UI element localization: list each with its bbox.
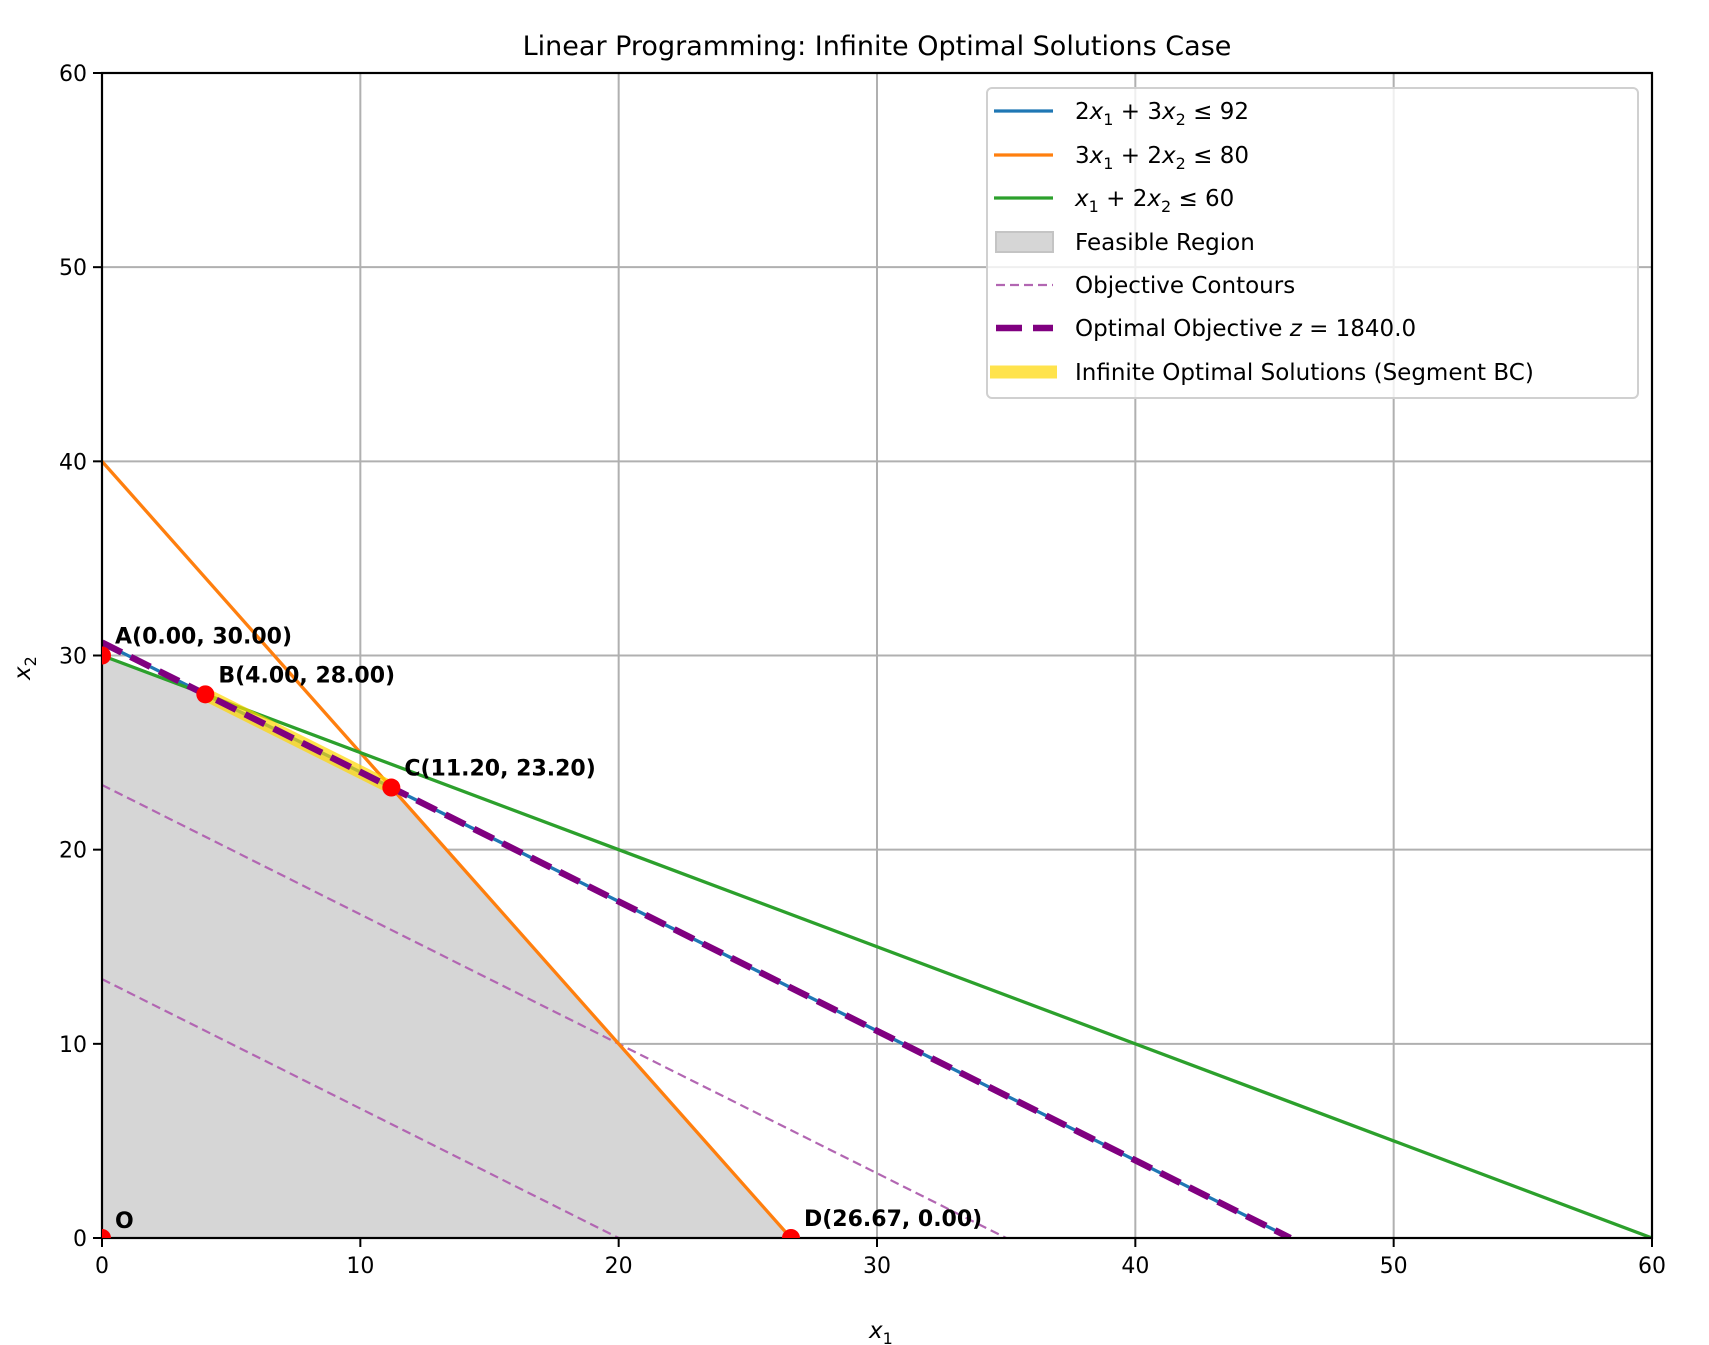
constraint-line-2 (102, 460, 793, 1238)
point-a (102, 646, 111, 665)
legend-box (986, 87, 1639, 399)
x-axis-ticks: 0 10 20 30 40 50 60 (95, 1238, 1666, 1279)
legend-label-segment: Infinite Optimal Solutions (Segment BC) (1075, 360, 1534, 386)
legend-label-constraint-2: 3x1​ + 2x2​ ≤ 80 (1075, 143, 1249, 173)
legend-text-part: ≤ 92 (1186, 99, 1249, 125)
legend-label-contours: Objective Contours (1075, 273, 1295, 299)
y-tick-label: 60 (59, 62, 87, 87)
point-o (102, 1229, 111, 1238)
point-label-b: B(4.00, 28.00) (218, 663, 395, 688)
legend-handle-feasible-region (995, 231, 1054, 253)
y-tick-label: 20 (59, 839, 87, 864)
x-axis-label: x1 (868, 1318, 893, 1345)
legend-text-part: ≤ 60 (1171, 186, 1234, 212)
feasible-region (102, 655, 791, 1238)
legend-variable: x (1161, 99, 1176, 125)
point-b (196, 685, 215, 704)
legend-optimal-value: = 1840.0 (1302, 316, 1416, 342)
legend-optimal-variable: z (1289, 316, 1303, 342)
legend-text-part: 3 (1075, 143, 1090, 169)
legend-subscript: 2 (1161, 197, 1171, 216)
y-axis-ticks: 0 10 20 30 40 50 60 (59, 62, 102, 1252)
legend-variable: x (1089, 99, 1104, 125)
y-tick-label: 0 (73, 1227, 87, 1252)
point-c (382, 778, 401, 797)
y-tick-label: 50 (59, 256, 87, 281)
y-tick-label: 10 (59, 1033, 87, 1058)
legend-text-part: 2 (1075, 99, 1090, 125)
legend-subscript: 1 (1103, 154, 1113, 173)
legend-label-constraint-1: 2x1​ + 3x2​ ≤ 92 (1075, 99, 1249, 129)
objective-contour (102, 783, 1007, 1238)
legend-label-feasible-region: Feasible Region (1075, 230, 1255, 256)
legend-text-part: + 2 (1099, 186, 1148, 212)
legend-subscript: 2 (1176, 110, 1186, 129)
legend-variable: x (1146, 186, 1161, 212)
chart-title: Linear Programming: Infinite Optimal Sol… (523, 31, 1232, 62)
x-tick-label: 10 (346, 1254, 374, 1279)
point-label-c: C(11.20, 23.20) (404, 757, 595, 782)
point-label-a: A(0.00, 30.00) (115, 625, 292, 650)
x-tick-label: 60 (1638, 1254, 1666, 1279)
corner-points (102, 646, 800, 1238)
legend-subscript: 1 (1103, 110, 1113, 129)
legend-subscript: 1 (1089, 197, 1099, 216)
legend-text-part: + 3 (1113, 99, 1162, 125)
objective-contour (102, 978, 620, 1238)
x-tick-label: 20 (605, 1254, 633, 1279)
x-tick-label: 30 (863, 1254, 891, 1279)
y-tick-label: 40 (59, 450, 87, 475)
optimal-objective-line (102, 639, 1292, 1238)
constraint-line-3 (102, 653, 1652, 1238)
legend-label-optimal: Optimal Objective z = 1840.0 (1075, 316, 1416, 342)
legend-text-part: ≤ 80 (1186, 143, 1249, 169)
legend: 2x1​ + 3x2​ ≤ 92 3x1​ + 2x2​ ≤ 80 x1​ + 2x… (986, 87, 1639, 399)
legend-variable: x (1161, 143, 1176, 169)
point-label-d: D(26.67, 0.00) (804, 1207, 982, 1232)
legend-variable: x (1074, 186, 1089, 212)
point-labels: O A(0.00, 30.00) B(4.00, 28.00) C(11.20, 23… (115, 625, 982, 1235)
x-tick-label: 50 (1380, 1254, 1408, 1279)
legend-text-part: + 2 (1113, 143, 1162, 169)
point-d (781, 1229, 800, 1238)
legend-subscript: 2 (1176, 154, 1186, 173)
point-label-o: O (115, 1209, 134, 1234)
x-tick-label: 40 (1121, 1254, 1149, 1279)
legend-optimal-prefix: Optimal Objective (1075, 316, 1290, 342)
plot-area (102, 460, 1652, 1238)
y-tick-label: 30 (59, 645, 87, 670)
legend-variable: x (1089, 143, 1104, 169)
y-axis-label: x2 (10, 656, 40, 681)
x-tick-label: 0 (95, 1254, 109, 1279)
legend-label-constraint-3: x1​ + 2x2​ ≤ 60 (1074, 186, 1234, 216)
